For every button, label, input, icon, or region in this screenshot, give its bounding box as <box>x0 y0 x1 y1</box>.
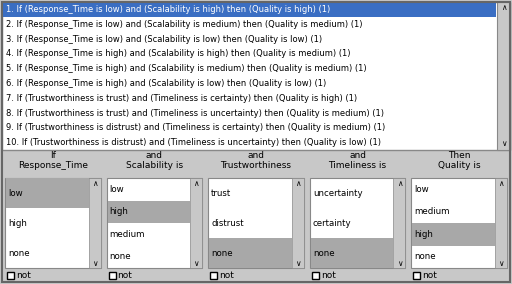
FancyBboxPatch shape <box>210 272 217 279</box>
Text: ∨: ∨ <box>397 258 402 268</box>
Text: 9. If (Trustworthiness is distrust) and (Timeliness is certainty) then (Quality : 9. If (Trustworthiness is distrust) and … <box>6 123 385 132</box>
FancyBboxPatch shape <box>413 272 420 279</box>
Text: low: low <box>414 185 429 194</box>
FancyBboxPatch shape <box>393 178 406 268</box>
FancyBboxPatch shape <box>5 178 100 268</box>
Text: 5. If (Response_Time is high) and (Scalability is medium) then (Quality is mediu: 5. If (Response_Time is high) and (Scala… <box>6 64 367 73</box>
Text: not: not <box>118 270 133 279</box>
Text: low: low <box>8 189 23 197</box>
Text: Scalability is: Scalability is <box>126 160 183 170</box>
Text: ∧: ∧ <box>397 179 402 187</box>
FancyBboxPatch shape <box>292 178 304 268</box>
Text: ∧: ∧ <box>194 179 199 187</box>
Text: none: none <box>211 248 233 258</box>
Text: ∨: ∨ <box>501 139 506 149</box>
Text: high: high <box>414 230 433 239</box>
Text: 3. If (Response_Time is low) and (Scalability is low) then (Quality is low) (1): 3. If (Response_Time is low) and (Scalab… <box>6 34 322 43</box>
Text: Response_Time: Response_Time <box>18 160 88 170</box>
FancyBboxPatch shape <box>7 272 14 279</box>
Text: distrust: distrust <box>211 218 244 227</box>
Text: none: none <box>414 252 436 261</box>
Text: Quality is: Quality is <box>438 160 481 170</box>
Text: medium: medium <box>414 207 450 216</box>
Text: ∨: ∨ <box>194 258 199 268</box>
Text: uncertainty: uncertainty <box>313 189 362 197</box>
FancyBboxPatch shape <box>208 178 304 268</box>
FancyBboxPatch shape <box>497 2 510 150</box>
FancyBboxPatch shape <box>412 223 495 245</box>
FancyBboxPatch shape <box>310 178 406 268</box>
Text: ∨: ∨ <box>92 258 97 268</box>
Text: and: and <box>349 151 366 160</box>
Text: trust: trust <box>211 189 231 197</box>
Text: 8. If (Trustworthiness is trust) and (Timeliness is uncertainty) then (Quality i: 8. If (Trustworthiness is trust) and (Ti… <box>6 108 384 118</box>
FancyBboxPatch shape <box>108 201 190 223</box>
FancyBboxPatch shape <box>311 238 393 268</box>
Text: Timeliness is: Timeliness is <box>329 160 387 170</box>
Text: ∨: ∨ <box>295 258 301 268</box>
FancyBboxPatch shape <box>6 178 89 208</box>
Text: 6. If (Response_Time is high) and (Scalability is low) then (Quality is low) (1): 6. If (Response_Time is high) and (Scala… <box>6 79 326 88</box>
Text: Trustworthiness: Trustworthiness <box>221 160 291 170</box>
Text: none: none <box>8 248 30 258</box>
FancyBboxPatch shape <box>3 2 496 17</box>
Text: certainty: certainty <box>313 218 351 227</box>
Text: not: not <box>321 270 336 279</box>
FancyBboxPatch shape <box>412 178 507 268</box>
Text: Then: Then <box>448 151 471 160</box>
Text: none: none <box>110 252 131 261</box>
Text: and: and <box>247 151 265 160</box>
Text: ∧: ∧ <box>498 179 504 187</box>
Text: 2. If (Response_Time is low) and (Scalability is medium) then (Quality is medium: 2. If (Response_Time is low) and (Scalab… <box>6 20 362 29</box>
Text: 1. If (Response_Time is low) and (Scalability is high) then (Quality is high) (1: 1. If (Response_Time is low) and (Scalab… <box>6 5 330 14</box>
Text: medium: medium <box>110 230 145 239</box>
Text: ∧: ∧ <box>92 179 97 187</box>
Text: If: If <box>50 151 56 160</box>
FancyBboxPatch shape <box>190 178 202 268</box>
FancyBboxPatch shape <box>2 2 510 150</box>
Text: and: and <box>146 151 163 160</box>
FancyBboxPatch shape <box>312 272 319 279</box>
Text: ∧: ∧ <box>295 179 301 187</box>
FancyBboxPatch shape <box>106 178 202 268</box>
Text: not: not <box>16 270 31 279</box>
FancyBboxPatch shape <box>209 238 292 268</box>
Text: not: not <box>422 270 437 279</box>
Text: ∨: ∨ <box>498 258 504 268</box>
FancyBboxPatch shape <box>109 272 116 279</box>
Text: high: high <box>8 218 27 227</box>
Text: 7. If (Trustworthiness is trust) and (Timeliness is certainty) then (Quality is : 7. If (Trustworthiness is trust) and (Ti… <box>6 94 357 103</box>
Text: 4. If (Response_Time is high) and (Scalability is high) then (Quality is medium): 4. If (Response_Time is high) and (Scala… <box>6 49 351 58</box>
Text: none: none <box>313 248 334 258</box>
Text: not: not <box>219 270 234 279</box>
FancyBboxPatch shape <box>495 178 507 268</box>
Text: low: low <box>110 185 124 194</box>
FancyBboxPatch shape <box>89 178 100 268</box>
Text: ∧: ∧ <box>501 3 506 12</box>
Text: high: high <box>110 207 129 216</box>
Text: 10. If (Trustworthiness is distrust) and (Timeliness is uncertainty) then (Quali: 10. If (Trustworthiness is distrust) and… <box>6 138 381 147</box>
